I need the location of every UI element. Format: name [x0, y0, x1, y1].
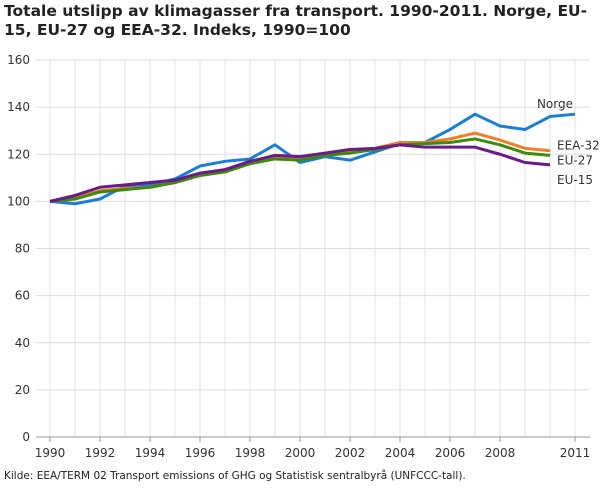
x-tick-label: 1992 [85, 446, 116, 460]
y-tick-label: 160 [7, 53, 30, 67]
series-label: EU-27 [557, 153, 593, 167]
series-line-norge [49, 112, 576, 206]
x-tick-label: 2011 [560, 446, 591, 460]
x-tick-label: 2000 [285, 446, 316, 460]
chart-title: Totale utslipp av klimagasser fra transp… [4, 2, 588, 39]
source-note: Kilde: EEA/TERM 02 Transport emissions o… [4, 470, 466, 482]
y-tick-label: 0 [22, 430, 30, 444]
x-tick-label: 1996 [185, 446, 216, 460]
x-tick-label: 2008 [485, 446, 516, 460]
x-tick-label: 2006 [435, 446, 466, 460]
x-tick-label: 1994 [135, 446, 166, 460]
y-tick-label: 80 [15, 242, 30, 256]
x-tick-label: 2002 [335, 446, 366, 460]
x-tick-label: 2004 [385, 446, 416, 460]
y-tick-label: 100 [7, 194, 30, 208]
series-label: Norge [537, 97, 573, 111]
series-label: EU-15 [557, 173, 593, 187]
x-tick-label: 1990 [35, 446, 66, 460]
x-tick-label: 1998 [235, 446, 266, 460]
y-tick-label: 60 [15, 289, 30, 303]
y-tick-label: 40 [15, 336, 30, 350]
series-label: EEA-32 [557, 139, 600, 153]
y-tick-label: 20 [15, 383, 30, 397]
y-tick-label: 120 [7, 147, 30, 161]
y-tick-label: 140 [7, 100, 30, 114]
